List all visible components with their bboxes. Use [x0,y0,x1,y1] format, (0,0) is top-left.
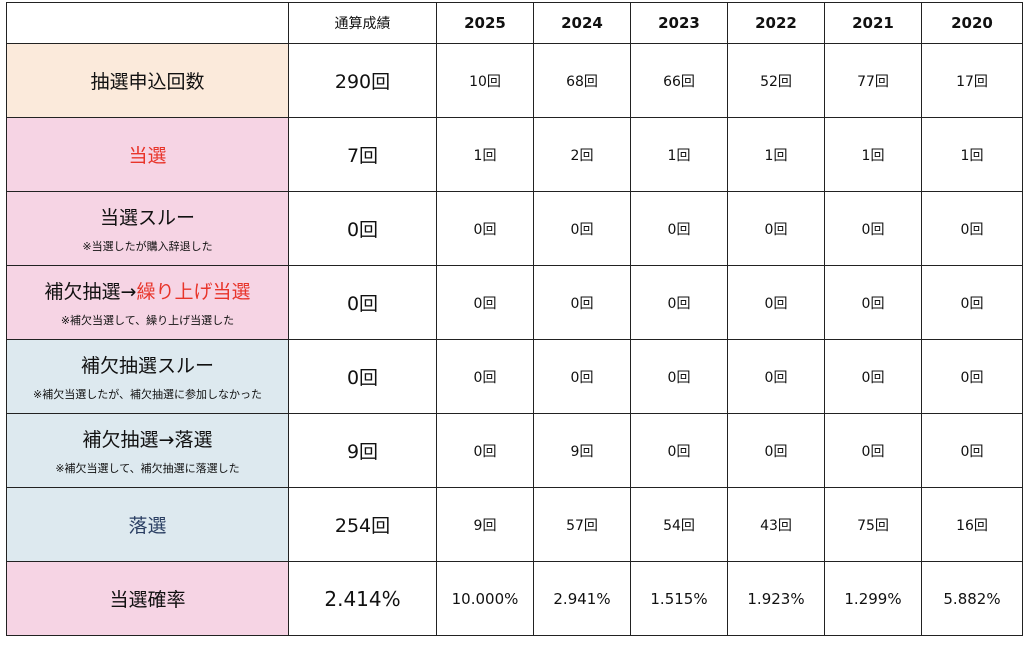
year-value-cell: 0回 [824,339,922,414]
year-value-cell: 1.299% [824,561,922,636]
year-value-cell: 0回 [436,413,534,488]
row-label: 抽選申込回数 [6,43,289,118]
year-value-cell: 0回 [533,265,631,340]
header-year: 2023 [630,2,728,44]
year-value-cell: 75回 [824,487,922,562]
row-label-text: 抽選申込回数 [90,71,205,93]
year-value-cell: 10.000% [436,561,534,636]
year-value-cell: 1回 [630,117,728,192]
year-value-cell: 66回 [630,43,728,118]
year-value-cell: 1回 [921,117,1023,192]
year-value-cell: 0回 [727,413,825,488]
row-label: 当選 [6,117,289,192]
row-label-text: 当選スルー [99,207,195,229]
year-value-cell: 57回 [533,487,631,562]
table-row: 補欠抽選→繰り上げ当選 ※補欠当選して、繰り上げ当選した 0回 0回 0回 0回 0回 0回 0… [6,265,1023,340]
year-value-cell: 1回 [436,117,534,192]
year-value-cell: 77回 [824,43,922,118]
row-label: 当選スルー ※当選したが購入辞退した [6,191,289,266]
row-label: 補欠抽選→繰り上げ当選 ※補欠当選して、繰り上げ当選した [6,265,289,340]
year-value-cell: 1.515% [630,561,728,636]
year-value-cell: 0回 [630,413,728,488]
total-cell: 0回 [288,191,437,266]
row-label: 当選確率 [6,561,289,636]
year-value-cell: 0回 [824,265,922,340]
year-value-cell: 0回 [727,339,825,414]
year-value-cell: 0回 [533,191,631,266]
year-value-cell: 0回 [824,191,922,266]
row-label-text: 補欠抽選→落選 [82,429,213,451]
table-row: 補欠抽選スルー ※補欠当選したが、補欠抽選に参加しなかった 0回 0回 0回 0回 0回 0回… [6,339,1023,414]
total-cell: 9回 [288,413,437,488]
year-value-cell: 0回 [630,339,728,414]
year-value-cell: 52回 [727,43,825,118]
total-cell: 290回 [288,43,437,118]
year-value-cell: 68回 [533,43,631,118]
header-corner-cell [6,2,289,44]
row-label-text: 繰り上げ当選 [136,281,251,303]
row-label-text: 落選 [128,515,167,537]
year-value-cell: 9回 [533,413,631,488]
year-value-cell: 54回 [630,487,728,562]
year-value-cell: 2回 [533,117,631,192]
row-label-text: 当選確率 [109,589,186,611]
year-value-cell: 1回 [727,117,825,192]
table-row: 当選 7回 1回 2回 1回 1回 1回 1回 [6,117,1023,192]
total-cell: 2.414% [288,561,437,636]
row-label-text: 当選 [128,145,167,167]
year-value-cell: 0回 [921,191,1023,266]
year-value-cell: 1.923% [727,561,825,636]
year-value-cell: 0回 [436,265,534,340]
year-value-cell: 16回 [921,487,1023,562]
row-note: ※補欠当選して、補欠抽選に落選した [55,462,240,475]
header-total: 通算成績 [288,2,437,44]
year-value-cell: 10回 [436,43,534,118]
header-row: 通算成績 2025 2024 2023 2022 2021 2020 [6,2,1023,44]
table-row: 抽選申込回数 290回 10回 68回 66回 52回 77回 17回 [6,43,1023,118]
row-label: 補欠抽選スルー ※補欠当選したが、補欠抽選に参加しなかった [6,339,289,414]
year-value-cell: 0回 [533,339,631,414]
year-value-cell: 0回 [727,191,825,266]
row-label: 落選 [6,487,289,562]
year-value-cell: 0回 [436,339,534,414]
year-value-cell: 1回 [824,117,922,192]
table-row: 補欠抽選→落選 ※補欠当選して、補欠抽選に落選した 9回 0回 9回 0回 0回 0回 0回 [6,413,1023,488]
year-value-cell: 43回 [727,487,825,562]
row-note: ※補欠当選して、繰り上げ当選した [60,314,235,327]
year-value-cell: 0回 [436,191,534,266]
year-value-cell: 0回 [727,265,825,340]
year-value-cell: 0回 [630,265,728,340]
year-value-cell: 0回 [630,191,728,266]
year-value-cell: 17回 [921,43,1023,118]
lottery-results-table: 通算成績 2025 2024 2023 2022 2021 2020 抽選申込回… [6,2,1023,636]
row-label-text: 補欠抽選→ [44,281,137,303]
header-year: 2021 [824,2,922,44]
header-year: 2022 [727,2,825,44]
row-label: 補欠抽選→落選 ※補欠当選して、補欠抽選に落選した [6,413,289,488]
total-cell: 0回 [288,265,437,340]
row-label-text: 補欠抽選スルー [80,355,214,377]
table-row: 当選スルー ※当選したが購入辞退した 0回 0回 0回 0回 0回 0回 0回 [6,191,1023,266]
total-cell: 254回 [288,487,437,562]
row-note: ※当選したが購入辞退した [82,240,213,253]
year-value-cell: 0回 [921,265,1023,340]
year-value-cell: 0回 [921,339,1023,414]
total-cell: 7回 [288,117,437,192]
header-year: 2025 [436,2,534,44]
year-value-cell: 9回 [436,487,534,562]
year-value-cell: 5.882% [921,561,1023,636]
table-row: 落選 254回 9回 57回 54回 43回 75回 16回 [6,487,1023,562]
year-value-cell: 0回 [921,413,1023,488]
header-year: 2020 [921,2,1023,44]
year-value-cell: 2.941% [533,561,631,636]
row-note: ※補欠当選したが、補欠抽選に参加しなかった [33,388,262,401]
header-year: 2024 [533,2,631,44]
total-cell: 0回 [288,339,437,414]
year-value-cell: 0回 [824,413,922,488]
table-row: 当選確率 2.414% 10.000% 2.941% 1.515% 1.923% 1.299… [6,561,1023,636]
